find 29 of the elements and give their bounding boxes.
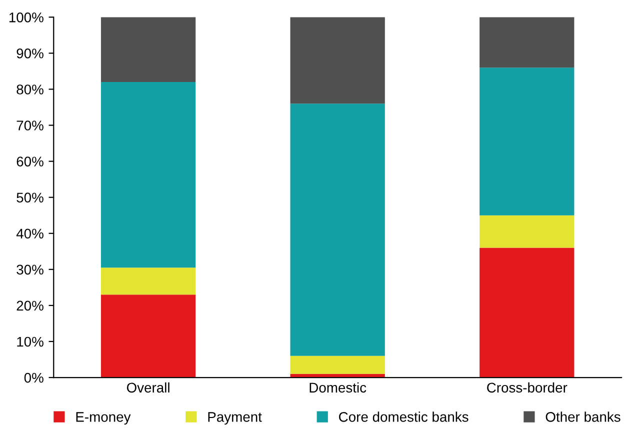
legend-label: Other banks <box>546 412 620 422</box>
x-tick-label: Cross-border <box>487 382 568 393</box>
y-tick-label: 80% <box>16 84 44 94</box>
y-tick-label: 20% <box>16 300 44 311</box>
y-tick-label: 70% <box>16 120 44 130</box>
bar <box>480 248 574 378</box>
bar <box>480 68 574 216</box>
legend-label: Core domestic banks <box>339 412 468 422</box>
x-tick-label: Domestic <box>310 382 366 393</box>
y-tick-label: 10% <box>17 336 44 347</box>
bar <box>100 294 196 378</box>
bar <box>480 17 574 68</box>
bar <box>290 104 385 356</box>
bar <box>290 356 385 374</box>
bar <box>480 215 574 248</box>
legend-label: Payment <box>208 412 262 425</box>
y-tick-label: 90% <box>16 48 44 58</box>
bar <box>100 17 196 82</box>
bar <box>100 268 196 295</box>
legend-label: E-money <box>76 412 131 425</box>
y-tick-label: 100% <box>9 12 44 22</box>
y-tick-label: 50% <box>16 192 44 203</box>
x-tick-label: Overall <box>126 382 170 393</box>
y-tick-label: 40% <box>16 228 44 239</box>
y-tick-label: 30% <box>16 264 44 275</box>
y-tick-label: 60% <box>16 156 44 166</box>
bar <box>100 82 196 268</box>
bar <box>290 17 385 104</box>
y-tick-label: 0% <box>24 372 44 383</box>
